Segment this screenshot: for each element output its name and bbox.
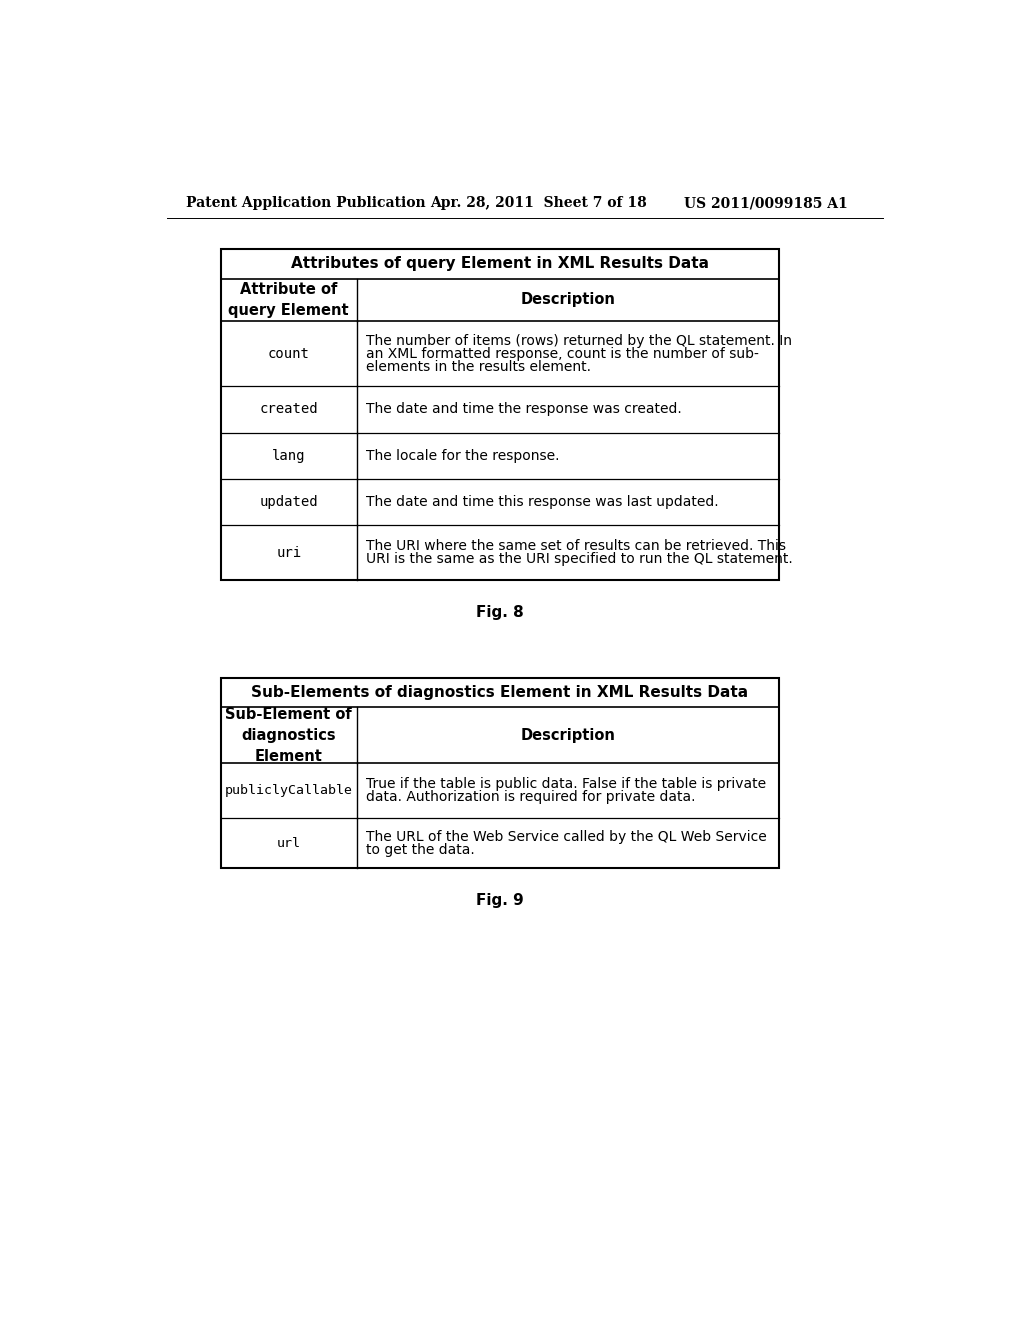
Text: Fig. 9: Fig. 9 (476, 894, 524, 908)
Text: Description: Description (520, 292, 615, 308)
Text: Sub-Element of
diagnostics
Element: Sub-Element of diagnostics Element (225, 706, 352, 764)
Text: Fig. 8: Fig. 8 (476, 605, 524, 620)
Text: URI is the same as the URI specified to run the QL statement.: URI is the same as the URI specified to … (366, 552, 793, 566)
Text: The URL of the Web Service called by the QL Web Service: The URL of the Web Service called by the… (366, 830, 767, 843)
Text: data. Authorization is required for private data.: data. Authorization is required for priv… (366, 791, 695, 804)
Text: to get the data.: to get the data. (366, 843, 475, 857)
Text: updated: updated (259, 495, 318, 508)
Text: created: created (259, 403, 318, 416)
Text: Description: Description (520, 727, 615, 743)
Text: The date and time this response was last updated.: The date and time this response was last… (366, 495, 719, 508)
Text: lang: lang (272, 449, 305, 462)
Text: The number of items (rows) returned by the QL statement. In: The number of items (rows) returned by t… (366, 334, 792, 347)
Text: Patent Application Publication: Patent Application Publication (186, 197, 426, 210)
Text: an XML formatted response, count is the number of sub-: an XML formatted response, count is the … (366, 347, 759, 360)
Text: True if the table is public data. False if the table is private: True if the table is public data. False … (366, 777, 766, 791)
Text: publiclyCallable: publiclyCallable (225, 784, 353, 797)
Text: The URI where the same set of results can be retrieved. This: The URI where the same set of results ca… (366, 539, 786, 553)
Text: Attribute of
query Element: Attribute of query Element (228, 281, 349, 318)
Text: Sub-Elements of diagnostics Element in XML Results Data: Sub-Elements of diagnostics Element in X… (252, 685, 749, 701)
Text: uri: uri (276, 545, 301, 560)
Text: The date and time the response was created.: The date and time the response was creat… (366, 403, 682, 416)
Text: Apr. 28, 2011  Sheet 7 of 18: Apr. 28, 2011 Sheet 7 of 18 (430, 197, 647, 210)
Bar (221, 678, 779, 869)
Text: url: url (276, 837, 301, 850)
Text: count: count (268, 347, 309, 360)
Text: US 2011/0099185 A1: US 2011/0099185 A1 (684, 197, 848, 210)
Bar (221, 249, 779, 581)
Text: Attributes of query Element in XML Results Data: Attributes of query Element in XML Resul… (291, 256, 709, 272)
Text: elements in the results element.: elements in the results element. (366, 359, 591, 374)
Text: The locale for the response.: The locale for the response. (366, 449, 559, 462)
